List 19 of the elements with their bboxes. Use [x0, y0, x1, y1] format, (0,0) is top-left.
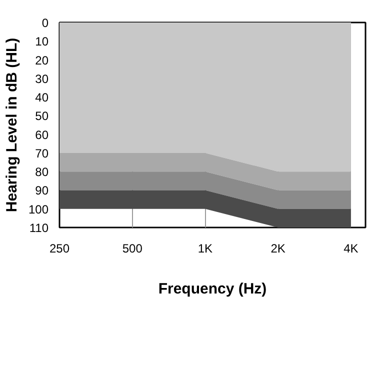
x-tick-label: 500 [122, 242, 143, 256]
y-tick-label: 60 [35, 128, 49, 142]
y-tick-label: 0 [42, 16, 49, 30]
x-tick-label: 250 [49, 242, 70, 256]
x-tick-label: 2K [270, 242, 286, 256]
y-tick-label: 80 [35, 165, 49, 180]
y-tick-label: 100 [28, 202, 49, 216]
y-tick-label: 30 [35, 72, 49, 86]
x-axis-title: Frequency (Hz) [158, 280, 267, 298]
y-tick-label: 70 [35, 146, 49, 160]
y-tick-label: 10 [35, 34, 49, 49]
y-axis-title: Hearing Level in dB (HL) [3, 38, 20, 212]
x-tick-label: 4K [344, 242, 358, 256]
y-tick-label: 110 [29, 221, 49, 235]
y-tick-label: 50 [35, 109, 49, 124]
x-tick-label: 1K [198, 242, 213, 256]
y-tick-label: 40 [35, 90, 49, 105]
y-tick-label: 20 [35, 53, 49, 68]
y-tick-label: 90 [35, 184, 49, 198]
